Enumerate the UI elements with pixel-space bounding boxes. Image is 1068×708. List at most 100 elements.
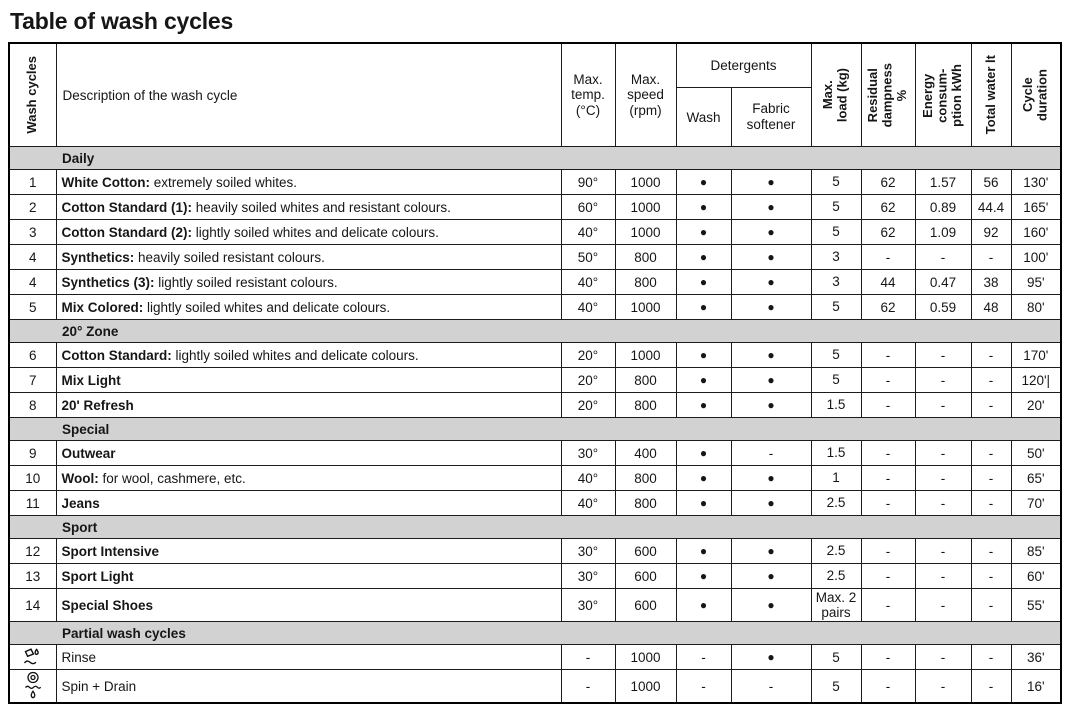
cell-duration: 16' [1010,669,1062,704]
cycle-desc-text: extremely soiled whites. [149,174,298,190]
cell-temp: 20° [560,367,616,393]
col-header-energy: Energy consum- ption kWh [914,42,972,147]
cycle-description: Synthetics: heavily soiled resistant col… [55,244,562,270]
cell-softener: ● [730,269,812,295]
cell-water: - [970,587,1012,623]
cycle-number: 10 [8,465,57,491]
cycle-name: Outwear [61,445,116,461]
cell-energy: - [914,244,972,270]
cycle-desc-text: heavily soiled resistant colours. [134,249,325,265]
residual-dampness-vertical-label: Residual dampness % [865,62,910,128]
cell-energy: 0.47 [914,269,972,295]
cell-water: - [970,669,1012,704]
cycle-row: 14 Special Shoes 30° 600 ● ● Max. 2 pairs - - -55… [8,587,1062,623]
cycle-name: Jeans [61,495,100,511]
cell-speed: 400 [614,440,677,466]
col-header-fabric-softener: Fabric softener [730,87,812,147]
col-header-cycle-duration: Cycle duration [1010,42,1062,147]
cell-load: 5 [810,294,862,320]
cell-load: 2.5 [810,490,862,516]
section-row: 20° Zone [8,319,1062,343]
col-header-wash-cycles: Wash cycles [8,42,57,147]
cycle-name: Cotton Standard: [61,347,172,363]
cell-energy: 0.89 [914,194,972,220]
cell-speed: 800 [614,367,677,393]
cell-water: - [970,465,1012,491]
header-row-1: Wash cycles Description of the wash cycl… [8,42,1062,147]
cell-load: 5 [810,169,862,195]
cell-dampness: - [860,669,916,704]
cell-water: - [970,367,1012,393]
cycle-row: Spin + Drain -1000- -5- - -16' [8,669,1062,704]
cell-energy: - [914,465,972,491]
cell-temp: 40° [560,465,616,491]
cycle-number: 5 [8,294,57,320]
cell-dampness: 44 [860,269,916,295]
cycle-description: Mix Light [55,367,562,393]
cell-energy: - [914,538,972,564]
cell-wash: ● [675,169,732,195]
cell-wash: ● [675,269,732,295]
cell-duration: 85' [1010,538,1062,564]
cycle-number: 6 [8,342,57,368]
cell-dampness: - [860,644,916,671]
cycle-row: 4 Synthetics (3): lightly soiled resistan… [8,269,1062,295]
cycle-name: Rinse [61,649,97,665]
cell-water: - [970,563,1012,589]
cycle-description: White Cotton: extremely soiled whites. [55,169,562,195]
cycle-row: 12 Sport Intensive 30° 600 ● ● 2.5- - -85' [8,538,1062,564]
cycle-name: Spin + Drain [61,678,137,694]
cycle-name: Sport Light [61,568,134,584]
cell-water: - [970,392,1012,418]
cycle-desc-text: lightly soiled whites and delicate colou… [143,299,391,315]
cell-duration: 80' [1010,294,1062,320]
cycle-row: 1 White Cotton: extremely soiled whites. 9… [8,169,1062,195]
cell-wash: ● [675,219,732,245]
col-header-total-water: Total water lt [970,42,1012,147]
cell-speed: 1000 [614,342,677,368]
cell-duration: 95' [1010,269,1062,295]
cycle-description: 20' Refresh [55,392,562,418]
cell-dampness: - [860,490,916,516]
cell-energy: - [914,367,972,393]
cell-wash: ● [675,538,732,564]
cell-wash: ● [675,294,732,320]
cell-load: 5 [810,669,862,704]
cell-speed: 800 [614,490,677,516]
cell-dampness: 62 [860,169,916,195]
cell-energy: 0.59 [914,294,972,320]
cell-temp: 20° [560,342,616,368]
cycle-row: 3 Cotton Standard (2): lightly soiled whi… [8,219,1062,245]
section-label: Sport [8,515,1062,539]
spin-drain-icon [8,669,57,704]
cell-energy: 1.09 [914,219,972,245]
wash-cycles-vertical-label: Wash cycles [24,56,40,134]
cell-energy: - [914,490,972,516]
cell-dampness: - [860,563,916,589]
cell-wash: ● [675,490,732,516]
cell-temp: 40° [560,269,616,295]
cell-speed: 1000 [614,219,677,245]
cell-temp: 40° [560,294,616,320]
cell-speed: 1000 [614,194,677,220]
cycle-name: Synthetics: [61,249,135,265]
cell-dampness: - [860,440,916,466]
cycle-number: 1 [8,169,57,195]
cell-water: 56 [970,169,1012,195]
cycle-row: Rinse -1000- ● 5- - -36' [8,644,1062,671]
cell-softener: ● [730,392,812,418]
cell-load: 1 [810,465,862,491]
cycle-row: 9 Outwear 30° 400 ● -1.5- - -50' [8,440,1062,466]
cell-energy: - [914,563,972,589]
cell-temp: 50° [560,244,616,270]
cell-duration: 70' [1010,490,1062,516]
cell-wash: - [675,644,732,671]
cycle-name: Mix Colored: [61,299,144,315]
cycle-desc-text: lightly soiled resistant colours. [154,274,338,290]
col-header-max-load: Max. load (kg) [810,42,862,147]
cycle-row: 2 Cotton Standard (1): heavily soiled whi… [8,194,1062,220]
cell-load: 3 [810,269,862,295]
cycle-desc-text: lightly soiled whites and delicate colou… [192,224,439,240]
cycle-row: 6 Cotton Standard: lightly soiled whites … [8,342,1062,368]
col-header-wash: Wash [675,87,732,147]
